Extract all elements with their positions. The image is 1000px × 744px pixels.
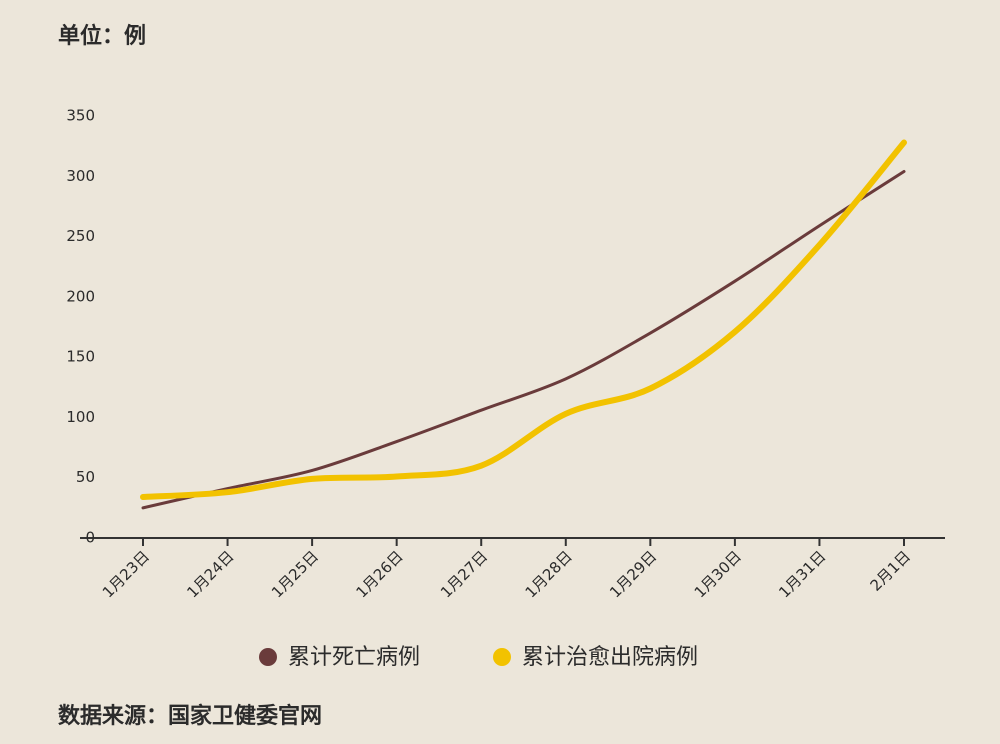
source-note: 数据来源：国家卫健委官网 (58, 703, 322, 729)
x-tick-label: 1月24日 (183, 547, 237, 601)
x-tick-label: 2月1日 (867, 547, 914, 594)
x-tick-label: 1月26日 (352, 547, 406, 601)
series-line (141, 169, 906, 510)
chart-title: 单位：例 (58, 23, 146, 49)
x-tick-label: 1月23日 (99, 547, 153, 601)
x-tick-label: 1月30日 (691, 547, 745, 601)
y-tick-label: 50 (76, 468, 95, 486)
series-line (140, 139, 907, 501)
y-tick-label: 300 (66, 167, 95, 185)
x-tick-label: 1月31日 (775, 547, 829, 601)
y-tick-label: 350 (66, 107, 95, 125)
x-tick-label: 1月29日 (606, 547, 660, 601)
x-tick-label: 1月25日 (268, 547, 322, 601)
y-tick-label: 150 (66, 348, 95, 366)
x-tick-label: 1月27日 (437, 547, 491, 601)
y-tick-label: 100 (66, 408, 95, 426)
legend-label: 累计治愈出院病例 (522, 645, 698, 670)
legend-label: 累计死亡病例 (288, 645, 420, 670)
x-tick-label: 1月28日 (522, 547, 576, 601)
y-tick-label: 0 (85, 529, 95, 547)
legend-marker (493, 648, 511, 666)
y-tick-label: 200 (66, 287, 95, 305)
legend-marker (259, 648, 277, 666)
y-tick-label: 250 (66, 227, 95, 245)
